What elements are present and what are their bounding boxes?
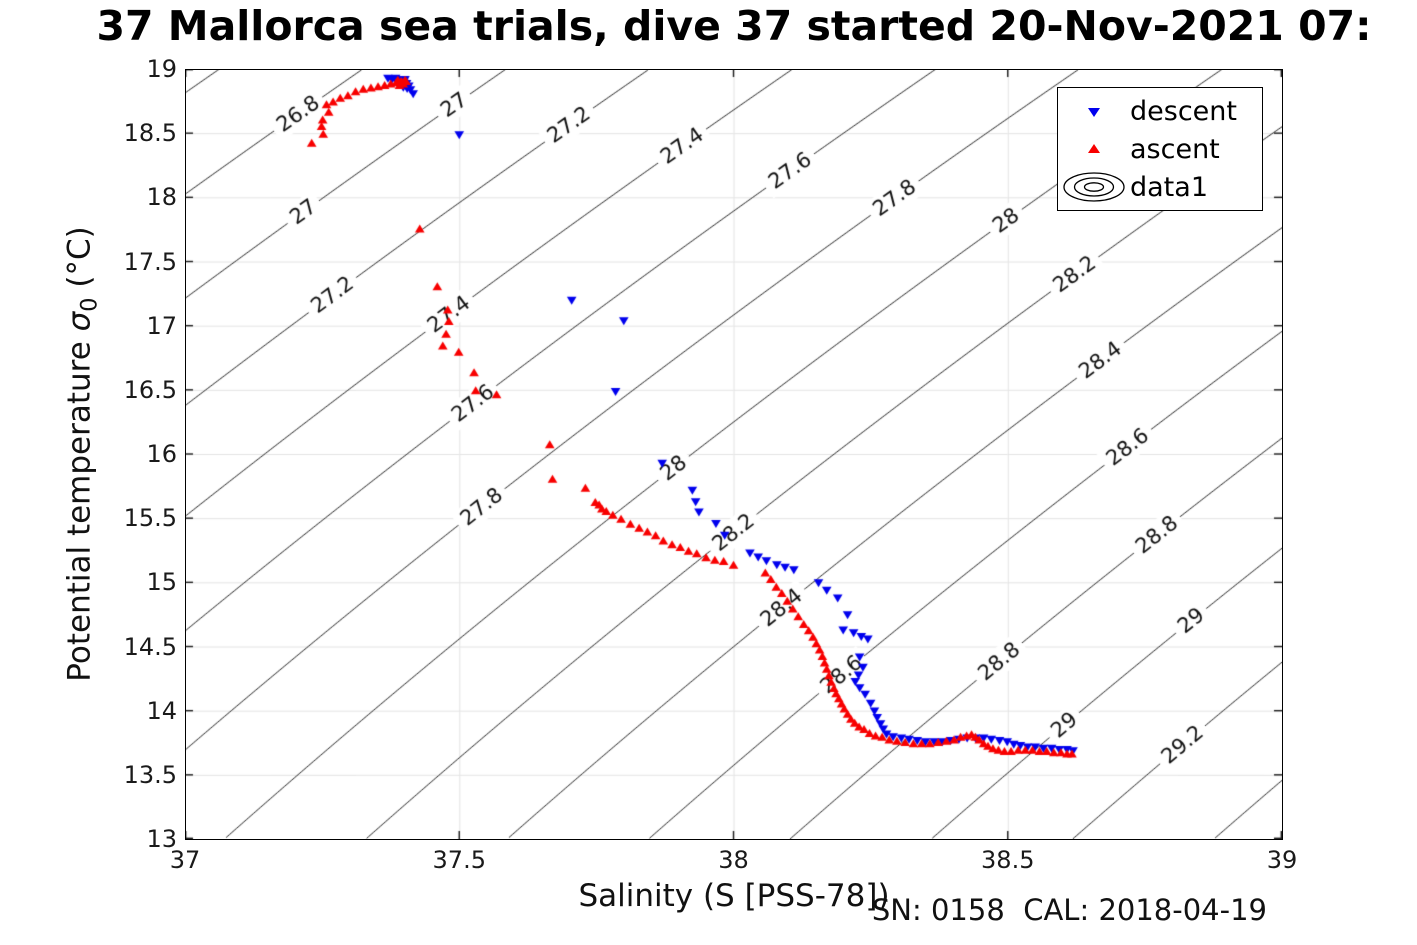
legend-label: descent <box>1130 95 1237 127</box>
triangle-up-icon <box>1058 143 1130 156</box>
sigma-subscript: 0 <box>76 297 103 312</box>
x-tick-label: 38.5 <box>981 846 1035 874</box>
x-tick-label: 37 <box>169 846 201 874</box>
y-tick-label: 14 <box>146 696 177 725</box>
y-tick-label: 16.5 <box>123 375 177 404</box>
y-tick-label: 15 <box>146 568 177 597</box>
x-tick-label: 38 <box>718 846 749 874</box>
y-axis-label-units: (°C) <box>61 226 98 298</box>
legend: descent ascent data1 <box>1057 87 1263 211</box>
y-tick-label: 17 <box>146 311 177 340</box>
legend-item: descent <box>1058 92 1262 130</box>
legend-item: ascent <box>1058 130 1262 168</box>
y-tick-label: 14.5 <box>123 632 177 661</box>
legend-label: data1 <box>1130 171 1208 203</box>
sensor-annotation: SN: 0158 CAL: 2018-04-19 <box>871 893 1267 927</box>
y-tick-label: 18.5 <box>123 119 177 148</box>
contour-rings-icon <box>1058 171 1130 203</box>
figure-title: 37 Mallorca sea trials, dive 37 started … <box>96 2 1372 50</box>
legend-label: ascent <box>1130 133 1220 165</box>
y-tick-label: 13 <box>146 825 177 853</box>
y-tick-label: 13.5 <box>123 760 177 789</box>
y-tick-label: 18 <box>146 183 177 212</box>
x-tick-label: 37.5 <box>432 846 486 874</box>
x-tick-label: 39 <box>1266 846 1298 874</box>
triangle-down-icon <box>1058 105 1130 118</box>
y-axis-label-text: Potential temperature <box>61 331 98 682</box>
legend-item: data1 <box>1058 168 1262 206</box>
y-tick-label: 19 <box>146 55 177 83</box>
y-tick-label: 16 <box>146 440 177 468</box>
x-axis-label: Salinity (S [PSS-78]) <box>578 878 890 914</box>
y-tick-label: 17.5 <box>123 247 177 276</box>
sigma-symbol: σ <box>61 311 98 332</box>
y-tick-label: 15.5 <box>123 504 177 533</box>
y-axis-label: Potential temperature σ0 (°C) <box>61 226 102 681</box>
